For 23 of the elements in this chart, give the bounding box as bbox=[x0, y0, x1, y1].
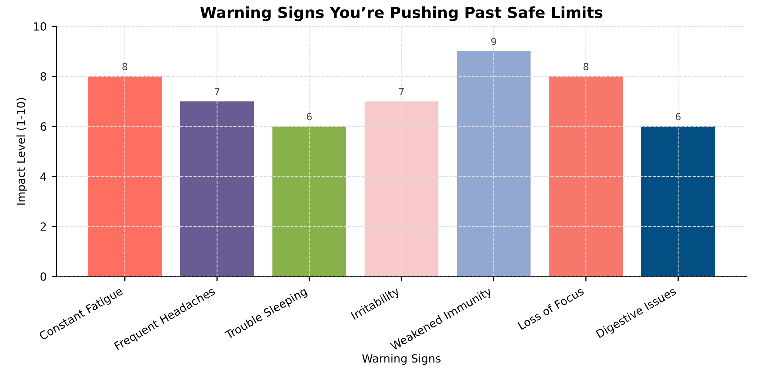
bar bbox=[549, 76, 624, 277]
data-label: 6 bbox=[307, 113, 312, 121]
data-label: 6 bbox=[676, 113, 681, 121]
y-tick-label: 2 bbox=[40, 222, 46, 231]
bar bbox=[642, 126, 716, 277]
data-label: 7 bbox=[399, 88, 404, 96]
data-label: 8 bbox=[122, 63, 128, 71]
bar bbox=[364, 102, 439, 277]
y-tick-label: 8 bbox=[40, 72, 46, 81]
y-tick-label: 0 bbox=[40, 272, 46, 282]
y-tick-label: 4 bbox=[40, 172, 47, 181]
data-label: 7 bbox=[215, 88, 220, 96]
chart-title: Warning Signs You’re Pushing Past Safe Limits bbox=[200, 6, 603, 22]
bar bbox=[88, 76, 162, 277]
bar bbox=[272, 126, 346, 277]
y-tick-label: 6 bbox=[40, 122, 46, 131]
data-label: 9 bbox=[491, 38, 496, 46]
data-label: 8 bbox=[584, 63, 589, 71]
y-tick-label: 10 bbox=[34, 22, 46, 31]
bar bbox=[457, 52, 531, 277]
x-axis-title: Warning Signs bbox=[362, 354, 441, 366]
bar bbox=[180, 102, 254, 277]
y-axis-title: Impact Level (1-10) bbox=[16, 98, 28, 205]
